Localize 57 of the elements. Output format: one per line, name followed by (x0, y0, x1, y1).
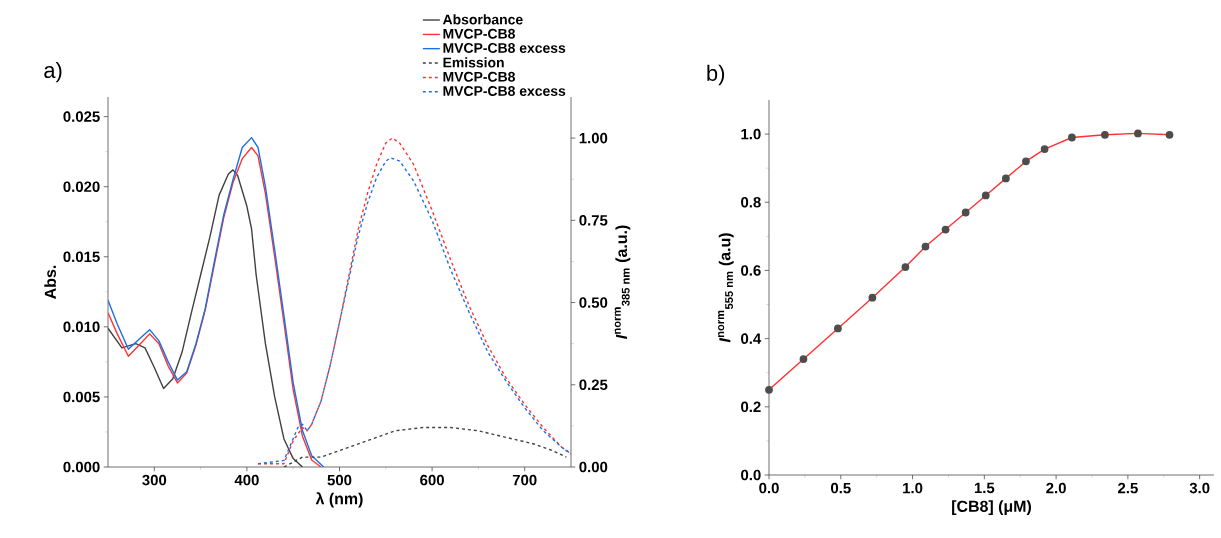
y-tick-label: 0.020 (63, 181, 100, 192)
point (1101, 130, 1109, 139)
y-tick-label: 0.2 (741, 401, 761, 413)
y-tick-label: 0.4 (741, 333, 762, 344)
y-tick-label: 0.000 (63, 461, 100, 473)
point (961, 208, 970, 217)
legend-label: MVCP-CB8 excess (443, 43, 566, 53)
x-tick-label: 2.0 (1046, 482, 1066, 494)
text: a) (44, 61, 62, 83)
x-tick-label: 2.5 (1118, 482, 1138, 494)
x-tick-label: 700 (512, 474, 537, 486)
x-tick-label: 300 (142, 474, 167, 486)
y-tick-label: 0.6 (741, 265, 761, 276)
x-axis-title: λ (nm) (315, 492, 363, 508)
legend-label: MVCP-CB8 excess (443, 86, 566, 96)
point (1022, 157, 1030, 166)
point (921, 242, 930, 251)
y2-tick-label: 0.50 (579, 297, 608, 308)
x-tick-label: 1.0 (903, 482, 923, 494)
x-tick-label: 500 (327, 474, 352, 486)
point (834, 324, 842, 333)
point (868, 293, 877, 302)
point (1040, 145, 1049, 153)
y-tick-label: 0.010 (63, 321, 100, 333)
y2-tick-label: 1.00 (579, 132, 608, 144)
x-tick-label: 0.0 (759, 482, 779, 494)
legend-label: Emission (443, 57, 504, 68)
y2-tick-label: 0.25 (579, 379, 608, 391)
point (765, 385, 773, 394)
x-tick-label: 3.0 (1189, 482, 1210, 494)
y-tick-label: 0.025 (63, 111, 100, 122)
y-axis-title: Abs. (44, 265, 56, 299)
point (901, 263, 910, 271)
y-tick-label: 1.0 (741, 128, 761, 140)
y-tick-label: 0.8 (741, 196, 761, 208)
y2-axis-title: I$^{norm}$$_{385 nm}$ (a.u.) (614, 225, 631, 339)
x-axis-title: [CB8] (μM) (952, 500, 1031, 516)
y-tick-label: 0.015 (63, 251, 100, 263)
y2-tick-label: 0.00 (579, 461, 608, 473)
text: b) (707, 64, 725, 86)
legend-label: MVCP-CB8 (443, 71, 515, 82)
x-tick-label: 1.5 (974, 482, 995, 494)
x-tick-label: 400 (234, 474, 259, 486)
point (981, 191, 990, 200)
y-axis-title: I$^{norm}$$_{555 nm}$ (a.u) (718, 233, 734, 343)
x-tick-label: 0.5 (830, 482, 851, 494)
point (1068, 133, 1076, 142)
point (1165, 130, 1174, 139)
legend-label: MVCP-CB8 (443, 28, 515, 39)
point (1134, 129, 1142, 138)
legend-label: Absorbance (442, 14, 523, 25)
y-tick-label: 0.005 (63, 391, 100, 403)
y2-tick-label: 0.75 (579, 215, 608, 226)
point (941, 225, 950, 234)
point (1001, 174, 1010, 183)
x-tick-label: 600 (420, 474, 444, 486)
point (799, 355, 808, 363)
